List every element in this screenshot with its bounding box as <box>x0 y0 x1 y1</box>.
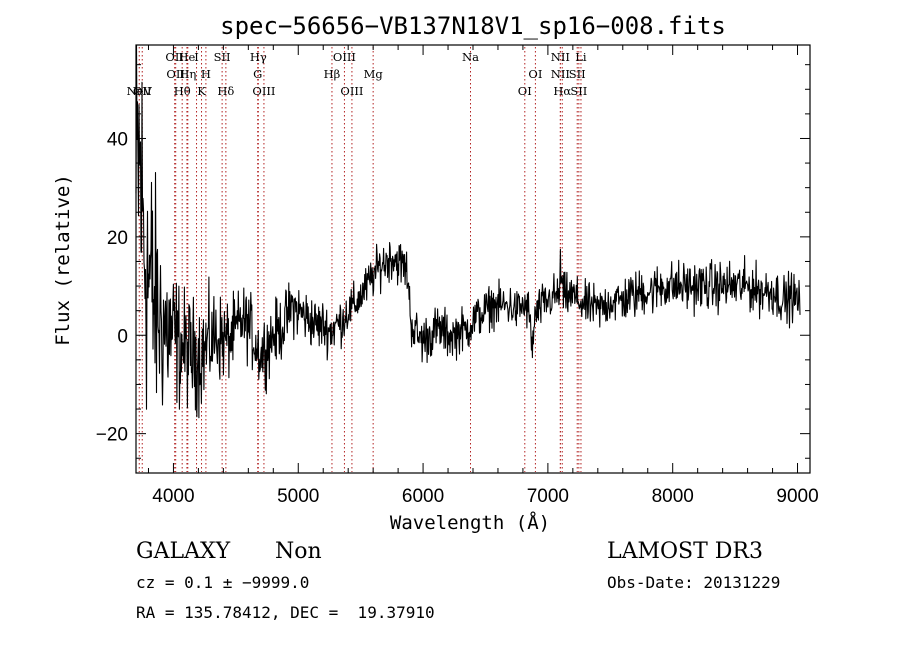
spectral-line-label: NeV <box>127 84 153 98</box>
x-tick-label: 4000 <box>152 486 194 507</box>
spectral-line-label: OII <box>166 67 185 81</box>
y-tick-label: 0 <box>117 326 128 347</box>
spectral-line-label: Na <box>462 50 479 64</box>
redshift-cz: cz = 0.1 ± −9999.0 <box>136 573 310 592</box>
spectral-line-label: NII <box>551 67 570 81</box>
spectral-line-label: Mg <box>364 67 384 81</box>
spectral-line-label: He <box>179 50 196 64</box>
x-tick-label: 6000 <box>402 486 444 507</box>
spectral-line-label: Hδ <box>217 84 234 98</box>
y-tick-label: 40 <box>107 129 128 150</box>
spectral-line-label: Hγ <box>250 50 267 64</box>
object-subclass: Non <box>275 539 322 564</box>
y-axis-label: Flux (relative) <box>52 174 74 346</box>
observation-date: Obs-Date: 20131229 <box>607 573 781 592</box>
spectral-line-label: I <box>194 50 199 64</box>
x-tick-label: 5000 <box>277 486 319 507</box>
spectral-line-label: SII <box>569 67 586 81</box>
survey-name: LAMOST DR3 <box>607 539 763 564</box>
spectral-line-label: Hθ <box>174 84 191 98</box>
spectral-line-markers <box>138 47 582 472</box>
x-tick-label: 8000 <box>652 486 694 507</box>
spectral-line-label: SII <box>570 84 587 98</box>
spectral-line-label: Hα <box>553 84 571 98</box>
spectral-line-labels: NeVOIIOIIOIIHθHeHηIKHSIIHδHγGOIIIHβOIIIO… <box>127 50 588 98</box>
spectral-line-label: K <box>197 84 206 98</box>
plot-frame <box>135 44 811 474</box>
y-axis-ticks: −20 0 20 40 <box>96 64 810 459</box>
spectral-line-label: Hη <box>179 67 196 81</box>
spectral-line-label: OI <box>528 67 542 81</box>
spectral-line-label: OIII <box>340 84 363 98</box>
spectral-line-label: H <box>201 67 211 81</box>
spectrum-line <box>135 44 801 419</box>
x-axis-label: Wavelength (Å) <box>390 511 550 534</box>
spectral-line-label: SII <box>214 50 231 64</box>
object-class: GALAXY <box>136 539 231 564</box>
spectral-line-label: Li <box>575 50 587 64</box>
spectral-line-label: NII <box>551 50 570 64</box>
x-tick-label: 9000 <box>776 486 818 507</box>
spectral-line-label: Hβ <box>324 67 341 81</box>
chart-title: spec−56656−VB137N18V1_sp16−008.fits <box>220 12 726 40</box>
spectral-line-label: OIII <box>252 84 275 98</box>
spectral-line-label: OIII <box>333 50 356 64</box>
spectral-line-label: G <box>253 67 262 81</box>
spectral-line-label: OI <box>518 84 532 98</box>
y-tick-label: 20 <box>107 228 128 249</box>
x-axis-ticks: 4000 5000 6000 7000 8000 9000 <box>147 45 819 507</box>
spectral-line-label: OII <box>165 50 184 64</box>
y-tick-label: −20 <box>96 425 128 446</box>
ra-dec-coordinates: RA = 135.78412, DEC = 19.37910 <box>136 603 435 622</box>
x-tick-label: 7000 <box>527 486 569 507</box>
